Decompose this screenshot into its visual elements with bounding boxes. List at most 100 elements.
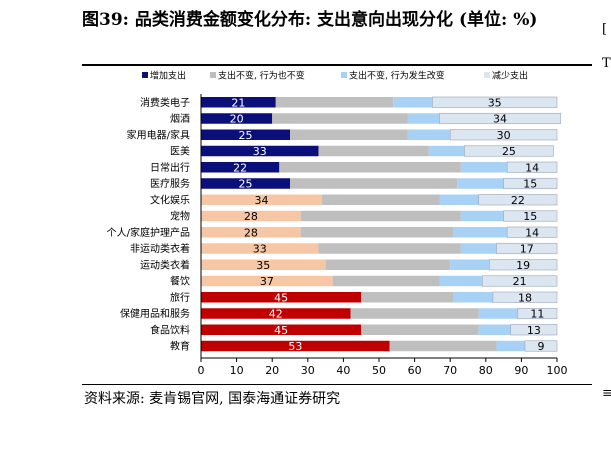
legend-swatch	[210, 72, 216, 78]
bar-segment	[201, 178, 290, 189]
data-label: 25	[239, 129, 253, 142]
bar-segment	[201, 129, 290, 140]
legend: 增加支出 支出不变, 行为也不变 支出不变, 行为发生改变 减少支出	[142, 70, 528, 82]
legend-label: 支出不变, 行为发生改变	[349, 70, 445, 82]
bar-segment	[361, 292, 454, 303]
bar-segment	[450, 259, 490, 270]
bar-segment	[201, 259, 326, 270]
bar-segment	[201, 145, 319, 157]
data-label: 9	[537, 340, 544, 353]
legend-label: 减少支出	[492, 70, 528, 82]
data-label: 19	[516, 259, 530, 272]
bar-segment	[300, 227, 454, 238]
bar-segment	[201, 97, 276, 108]
bar-segment	[506, 226, 558, 238]
data-label: 28	[244, 210, 258, 223]
stacked-bar-chart: 增加支出 支出不变, 行为也不变 支出不变, 行为发生改变 减少支出 消费类电子烟酒家…	[107, 70, 568, 378]
x-axis: 0 10 20 30 40 50 60 70 80 90 100	[198, 94, 568, 377]
bar-segment	[361, 324, 479, 335]
bar-segment	[389, 340, 497, 352]
data-label: 21	[513, 275, 527, 288]
category-label: 保健用品和服务	[120, 307, 190, 320]
x-tick-label: 40	[336, 364, 350, 377]
bar-segment	[332, 275, 440, 287]
x-tick-label: 60	[408, 364, 422, 377]
bar-segment	[524, 340, 558, 352]
category-label: 非运动类衣着	[130, 242, 190, 255]
bar-segment	[318, 243, 461, 254]
bar-segment	[506, 161, 558, 173]
title-rule	[82, 64, 592, 66]
data-label: 34	[255, 194, 269, 207]
bar-segment	[201, 308, 351, 319]
bar-segment	[460, 243, 497, 254]
bar-segment	[481, 275, 558, 287]
data-label: 25	[239, 178, 253, 191]
x-tick-label: 80	[479, 364, 493, 377]
bar-segment	[201, 113, 273, 124]
category-label: 文化娱乐	[150, 193, 190, 206]
bar-segment	[464, 145, 554, 157]
data-label: 35	[488, 96, 502, 109]
bar-segment	[325, 259, 451, 270]
data-label: 37	[260, 275, 274, 288]
data-label: 33	[253, 145, 267, 158]
bar-segment	[201, 243, 319, 254]
bar-segment	[496, 340, 525, 352]
edge-mark: T	[602, 56, 611, 71]
legend-swatch	[484, 72, 490, 78]
legend-label: 增加支出	[150, 70, 186, 82]
bar-segment	[460, 162, 508, 173]
data-label: 21	[231, 96, 245, 109]
data-label: 25	[502, 145, 516, 158]
x-tick-label: 100	[547, 364, 568, 377]
data-label: 42	[269, 308, 283, 321]
data-label: 18	[518, 291, 532, 304]
category-label: 烟酒	[170, 112, 190, 125]
bar-segment	[510, 324, 558, 336]
x-tick-label: 90	[514, 364, 528, 377]
bar-segment	[201, 324, 362, 335]
data-label: 15	[523, 210, 537, 223]
category-label: 日常出行	[150, 161, 190, 174]
category-label: 家用电器/家具	[127, 128, 190, 141]
bar-segment	[432, 96, 558, 108]
bar-segment	[350, 308, 479, 319]
bar-segment	[439, 275, 483, 287]
category-label: 食品饮料	[150, 323, 190, 336]
bar-segment	[322, 194, 440, 205]
legend-swatch	[341, 72, 347, 78]
bar-segment	[503, 177, 558, 190]
x-tick-label: 70	[443, 364, 457, 377]
x-tick-label: 30	[301, 364, 315, 377]
category-label: 旅行	[170, 291, 190, 304]
source-rule	[82, 384, 592, 385]
bar-segment	[478, 194, 558, 206]
edge-mark: ≡	[602, 386, 611, 401]
data-label: 22	[233, 161, 247, 174]
bar-segment	[460, 210, 504, 222]
data-label: 13	[527, 324, 541, 337]
bar-segment	[201, 162, 280, 173]
category-label: 运动类衣着	[140, 258, 190, 271]
data-label: 45	[274, 324, 288, 337]
data-label: 30	[497, 129, 511, 142]
category-label: 个人/家庭护理产品	[107, 226, 190, 239]
source-note: 资料来源: 麦肯锡官网, 国泰海通证券研究	[84, 391, 341, 407]
bar-segment	[201, 210, 301, 222]
bar-segment	[201, 227, 301, 238]
data-label: 17	[520, 243, 534, 256]
bar-segment	[492, 291, 558, 303]
data-label: 11	[530, 308, 544, 321]
bar-segment	[453, 292, 493, 303]
bar-segment	[439, 194, 479, 205]
bar-segment	[407, 129, 451, 140]
data-label: 22	[511, 194, 525, 207]
x-tick-label: 10	[230, 364, 244, 377]
bar-segment	[439, 112, 561, 125]
x-tick-label: 20	[265, 364, 279, 377]
category-label: 宠物	[170, 210, 190, 223]
data-label: 15	[523, 178, 537, 191]
category-label: 消费类电子	[140, 96, 190, 109]
data-label: 14	[525, 226, 539, 239]
